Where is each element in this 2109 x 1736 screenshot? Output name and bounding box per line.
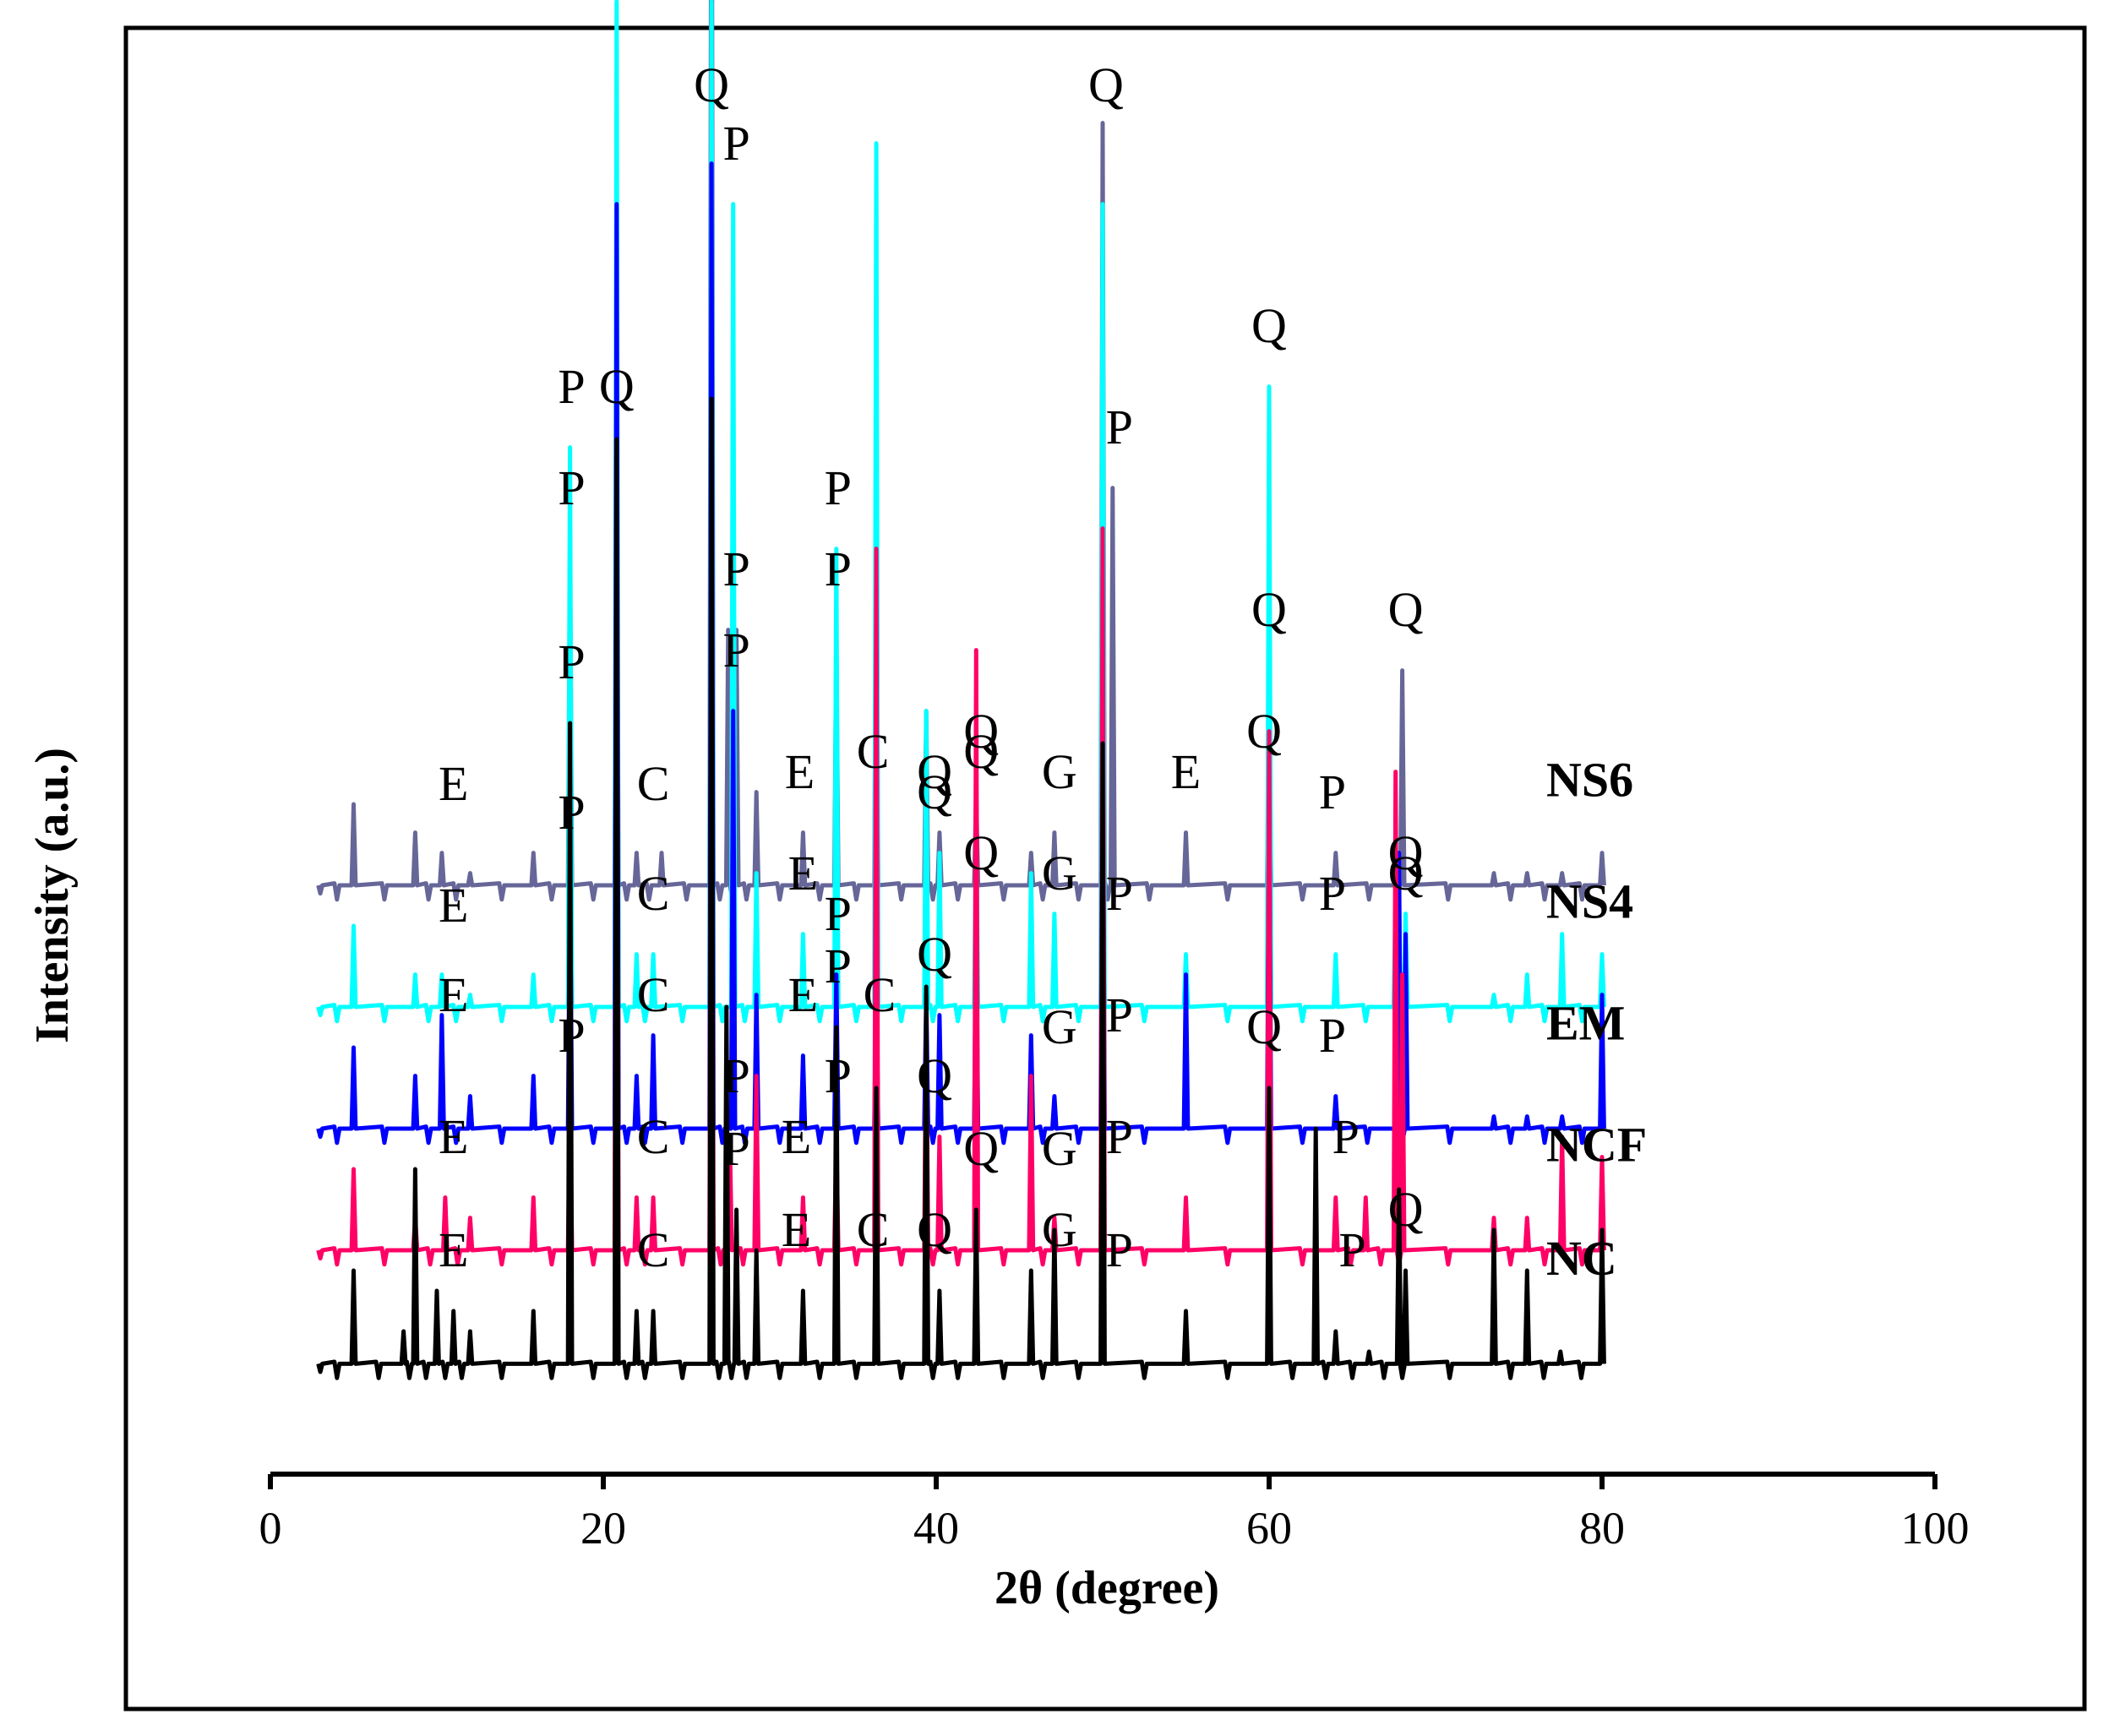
peak-label: P xyxy=(1106,1222,1133,1277)
peak-label: C xyxy=(864,967,896,1022)
peak-label: Q xyxy=(1251,298,1287,353)
peak-label: P xyxy=(825,460,852,515)
peak-label: Q xyxy=(1388,825,1424,880)
peak-label: G xyxy=(1042,1202,1077,1257)
peak-label: Q xyxy=(917,927,952,982)
x-axis-title: 2θ (degree) xyxy=(995,1562,1219,1614)
peak-label: G xyxy=(1042,846,1077,901)
peak-label: C xyxy=(637,756,670,811)
x-tick-label: 20 xyxy=(580,1503,626,1554)
series-label-ns6: NS6 xyxy=(1546,752,1633,807)
x-tick-label: 60 xyxy=(1246,1503,1292,1554)
peak-label: Q xyxy=(694,57,729,112)
series-label-ns4: NS4 xyxy=(1546,873,1633,928)
peak-label: Q xyxy=(917,1048,952,1103)
peak-label: Q xyxy=(1251,582,1287,637)
peak-label: Q xyxy=(917,765,952,819)
series-label-em: EM xyxy=(1546,995,1625,1050)
peak-label: C xyxy=(857,724,890,779)
peak-label: P xyxy=(1106,400,1133,454)
peak-label: P xyxy=(825,541,852,596)
peak-label: G xyxy=(1042,744,1077,799)
peak-label: E xyxy=(782,1109,811,1164)
series-layer xyxy=(316,0,1606,1380)
peak-label: P xyxy=(1319,1008,1346,1063)
peak-label: C xyxy=(637,967,670,1022)
peak-label: P xyxy=(1332,1109,1359,1164)
peak-label: Q xyxy=(963,724,999,779)
peak-label: P xyxy=(558,359,585,414)
peak-label: P xyxy=(1319,866,1346,921)
peak-label: Q xyxy=(1246,999,1282,1054)
peak-label: P xyxy=(1106,988,1133,1042)
peak-label: Q xyxy=(599,359,635,414)
peak-label: G xyxy=(1042,1121,1077,1176)
peak-label: Q xyxy=(917,1202,952,1257)
peak-label: G xyxy=(1042,999,1077,1054)
peak-label: E xyxy=(788,967,818,1022)
peak-label: Q xyxy=(963,825,999,880)
series-line-ncf xyxy=(316,486,1606,1267)
peak-label: C xyxy=(637,1222,670,1277)
series-line-nc xyxy=(316,396,1606,1380)
peak-label: E xyxy=(439,1222,468,1277)
peak-label: E xyxy=(782,1202,811,1257)
peak-label: C xyxy=(857,1202,890,1257)
peak-label: Q xyxy=(1388,582,1424,637)
peak-label: E xyxy=(439,967,468,1022)
x-tick-label: 100 xyxy=(1901,1503,1970,1554)
peak-label: P xyxy=(558,460,585,515)
peak-label: Q xyxy=(1088,57,1124,112)
peak-label: P xyxy=(722,116,749,171)
peak-label: P xyxy=(825,939,852,993)
peak-label: P xyxy=(558,1008,585,1063)
peak-label: P xyxy=(722,1048,749,1103)
peak-label: Q xyxy=(963,704,999,759)
peak-label: Q xyxy=(963,1121,999,1176)
peak-label: P xyxy=(722,1121,749,1176)
peak-label: P xyxy=(1319,765,1346,819)
x-axis: 0 20 40 60 80 100 xyxy=(259,1472,1970,1554)
peak-label: P xyxy=(722,623,749,678)
series-label-nc: NC xyxy=(1546,1231,1617,1286)
x-tick-label: 80 xyxy=(1579,1503,1625,1554)
peak-label: Q xyxy=(1246,704,1282,759)
peak-label: P xyxy=(825,886,852,941)
peak-label: P xyxy=(722,541,749,596)
peak-label: P xyxy=(1106,1109,1133,1164)
peak-label: Q xyxy=(1388,1182,1424,1237)
y-axis-title: Intensity (a.u.) xyxy=(26,748,79,1043)
peak-label: E xyxy=(785,744,815,799)
series-line-ns6 xyxy=(316,0,1606,902)
peak-label: P xyxy=(558,634,585,689)
x-tick-label: 0 xyxy=(259,1503,282,1554)
peak-label: P xyxy=(825,1048,852,1103)
peak-label: E xyxy=(439,878,468,933)
series-label-ncf: NCF xyxy=(1546,1117,1647,1172)
peak-label: C xyxy=(637,866,670,921)
frame-border xyxy=(123,25,2087,1712)
peak-label: E xyxy=(439,756,468,811)
peak-label: Q xyxy=(1388,846,1424,901)
peak-label: E xyxy=(439,1109,468,1164)
peak-label: E xyxy=(1171,744,1201,799)
series-line-em xyxy=(316,161,1606,1146)
peak-label: P xyxy=(1338,1222,1365,1277)
peak-label: P xyxy=(1106,866,1133,921)
peak-label: C xyxy=(637,1109,670,1164)
peak-label: Q xyxy=(917,744,952,799)
peak-label: E xyxy=(788,846,818,901)
peak-label: P xyxy=(558,785,585,840)
x-tick-label: 40 xyxy=(913,1503,959,1554)
